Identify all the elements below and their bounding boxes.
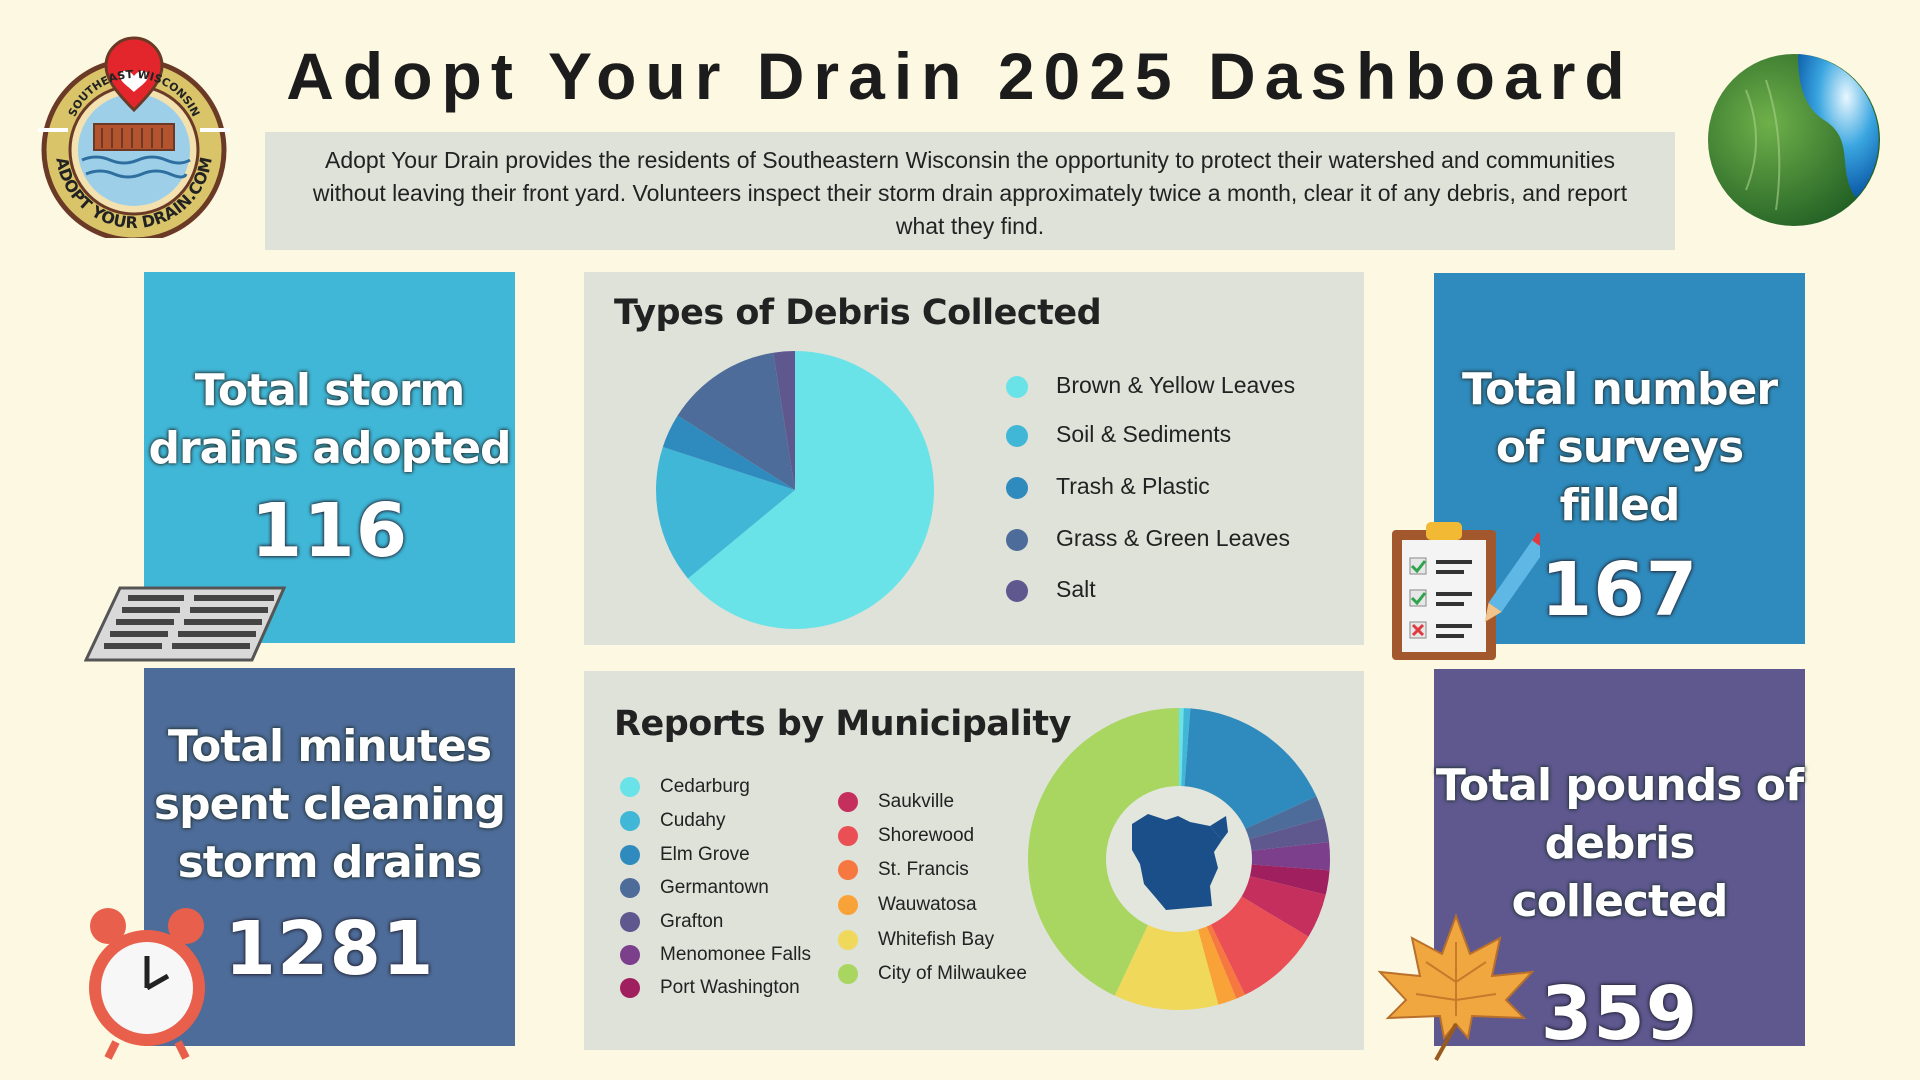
slice-shorewood — [1210, 896, 1309, 995]
stat-value-pounds: 359 — [1540, 971, 1699, 1057]
alarm-clock-icon — [89, 908, 205, 1060]
legend-swatch — [1006, 375, 1028, 398]
stat-label-pounds: Total pounds of debris collected — [1435, 760, 1804, 927]
slice-cudahy — [1181, 708, 1191, 787]
legend-swatch — [838, 929, 858, 950]
legend-item-city-of-milwaukee: City of Milwaukee — [838, 963, 1027, 985]
legend-item-port-washington: Port Washington — [620, 977, 800, 999]
slice-trash-and-plastic — [662, 415, 795, 490]
legend-item-st-francis: St. Francis — [838, 859, 969, 881]
legend-swatch — [620, 877, 640, 898]
legend-label: Wauwatosa — [878, 894, 977, 915]
legend-item-saukville: Saukville — [838, 791, 954, 813]
stat-label-surveys: Total number of surveys filled — [1461, 364, 1778, 531]
slice-port-washington — [1249, 864, 1330, 895]
legend-item-cudahy: Cudahy — [620, 810, 726, 832]
legend-label: Grafton — [660, 911, 724, 932]
legend-swatch — [620, 776, 640, 797]
watershed-sphere-logo — [1708, 54, 1880, 226]
storm-drain-grate-icon — [84, 586, 286, 662]
legend-label: Shorewood — [878, 825, 975, 846]
legend-swatch — [1006, 424, 1028, 447]
slice-wauwatosa — [1198, 926, 1237, 1005]
legend-label: Brown & Yellow Leaves — [1056, 372, 1296, 398]
legend-swatch — [838, 859, 858, 880]
slice-whitefish-bay — [1114, 925, 1219, 1010]
slice-soil-and-sediments — [656, 447, 795, 579]
legend-label: Germantown — [660, 877, 769, 898]
legend-item-grass-and-green-leaves: Grass & Green Leaves — [1006, 525, 1290, 552]
legend-label: Grass & Green Leaves — [1056, 525, 1290, 551]
slice-elm-grove — [1184, 708, 1317, 829]
legend-item-trash-and-plastic: Trash & Plastic — [1006, 473, 1210, 500]
municipality-chart-title: Reports by Municipality — [614, 704, 1071, 744]
slice-st-francis — [1206, 924, 1246, 999]
legend-item-brown-and-yellow-leaves: Brown & Yellow Leaves — [1006, 372, 1295, 399]
legend-swatch — [620, 977, 640, 998]
legend-item-salt: Salt — [1006, 576, 1096, 603]
legend-item-menomonee-falls: Menomonee Falls — [620, 944, 811, 966]
legend-swatch — [620, 944, 640, 965]
legend-label: Port Washington — [660, 977, 800, 998]
slice-grass-and-green-leaves — [677, 352, 795, 490]
legend-label: Whitefish Bay — [878, 929, 995, 950]
legend-label: City of Milwaukee — [878, 963, 1027, 984]
maple-leaf-icon — [1377, 913, 1535, 1061]
legend-label: St. Francis — [878, 859, 969, 880]
legend-label: Saukville — [878, 791, 955, 812]
legend-swatch — [838, 963, 858, 984]
stat-label-drains: Total storm drains adopted — [148, 365, 511, 474]
slice-salt — [773, 351, 795, 490]
legend-item-soil-and-sediments: Soil & Sediments — [1006, 421, 1231, 448]
stat-value-drains: 116 — [250, 488, 409, 574]
slice-menomonee-falls — [1251, 841, 1330, 871]
legend-item-shorewood: Shorewood — [838, 825, 974, 847]
slice-cedarburg — [1179, 708, 1184, 787]
stat-label-minutes: Total minutes spent cleaning storm drain… — [153, 721, 506, 888]
stat-value-minutes: 1281 — [224, 906, 435, 992]
legend-label: Cedarburg — [660, 776, 750, 797]
page-title: Adopt Your Drain 2025 Dashboard — [286, 39, 1634, 113]
legend-item-grafton: Grafton — [620, 911, 723, 933]
slice-grafton — [1249, 817, 1330, 851]
intro-description: Adopt Your Drain provides the residents … — [265, 132, 1675, 250]
wisconsin-map-icon — [1132, 814, 1228, 910]
legend-label: Trash & Plastic — [1056, 473, 1210, 499]
legend-swatch — [1006, 579, 1028, 602]
legend-swatch — [1006, 476, 1028, 499]
legend-item-cedarburg: Cedarburg — [620, 776, 750, 798]
legend-label: Salt — [1056, 576, 1096, 602]
legend-swatch — [620, 844, 640, 865]
legend-swatch — [620, 810, 640, 831]
slice-city-of-milwaukee — [1028, 708, 1179, 996]
legend-item-wauwatosa: Wauwatosa — [838, 894, 977, 916]
debris-chart-title: Types of Debris Collected — [614, 293, 1102, 333]
legend-swatch — [620, 911, 640, 932]
legend-label: Cudahy — [660, 810, 726, 831]
legend-swatch — [838, 894, 858, 915]
clipboard-checklist-icon — [1392, 522, 1540, 660]
adopt-your-drain-logo: SOUTHEAST WISCONSIN ADOPT YOUR DRAIN.COM — [38, 36, 230, 238]
legend-swatch — [1006, 528, 1028, 551]
slice-germantown — [1245, 796, 1325, 840]
legend-label: Soil & Sediments — [1056, 421, 1232, 447]
stat-value-surveys: 167 — [1540, 547, 1699, 633]
stat-card-drains-adopted: Total storm drains adopted 116 — [144, 272, 515, 643]
legend-item-whitefish-bay: Whitefish Bay — [838, 929, 994, 951]
legend-swatch — [838, 791, 858, 812]
slice-saukville — [1241, 876, 1326, 937]
debris-pie-chart — [656, 351, 934, 629]
legend-item-elm-grove: Elm Grove — [620, 844, 750, 866]
legend-swatch — [838, 825, 858, 846]
legend-item-germantown: Germantown — [620, 877, 769, 899]
legend-label: Menomonee Falls — [660, 944, 812, 965]
stat-card-minutes: Total minutes spent cleaning storm drain… — [144, 668, 515, 1046]
legend-label: Elm Grove — [660, 844, 750, 865]
slice-brown-and-yellow-leaves — [687, 351, 934, 629]
